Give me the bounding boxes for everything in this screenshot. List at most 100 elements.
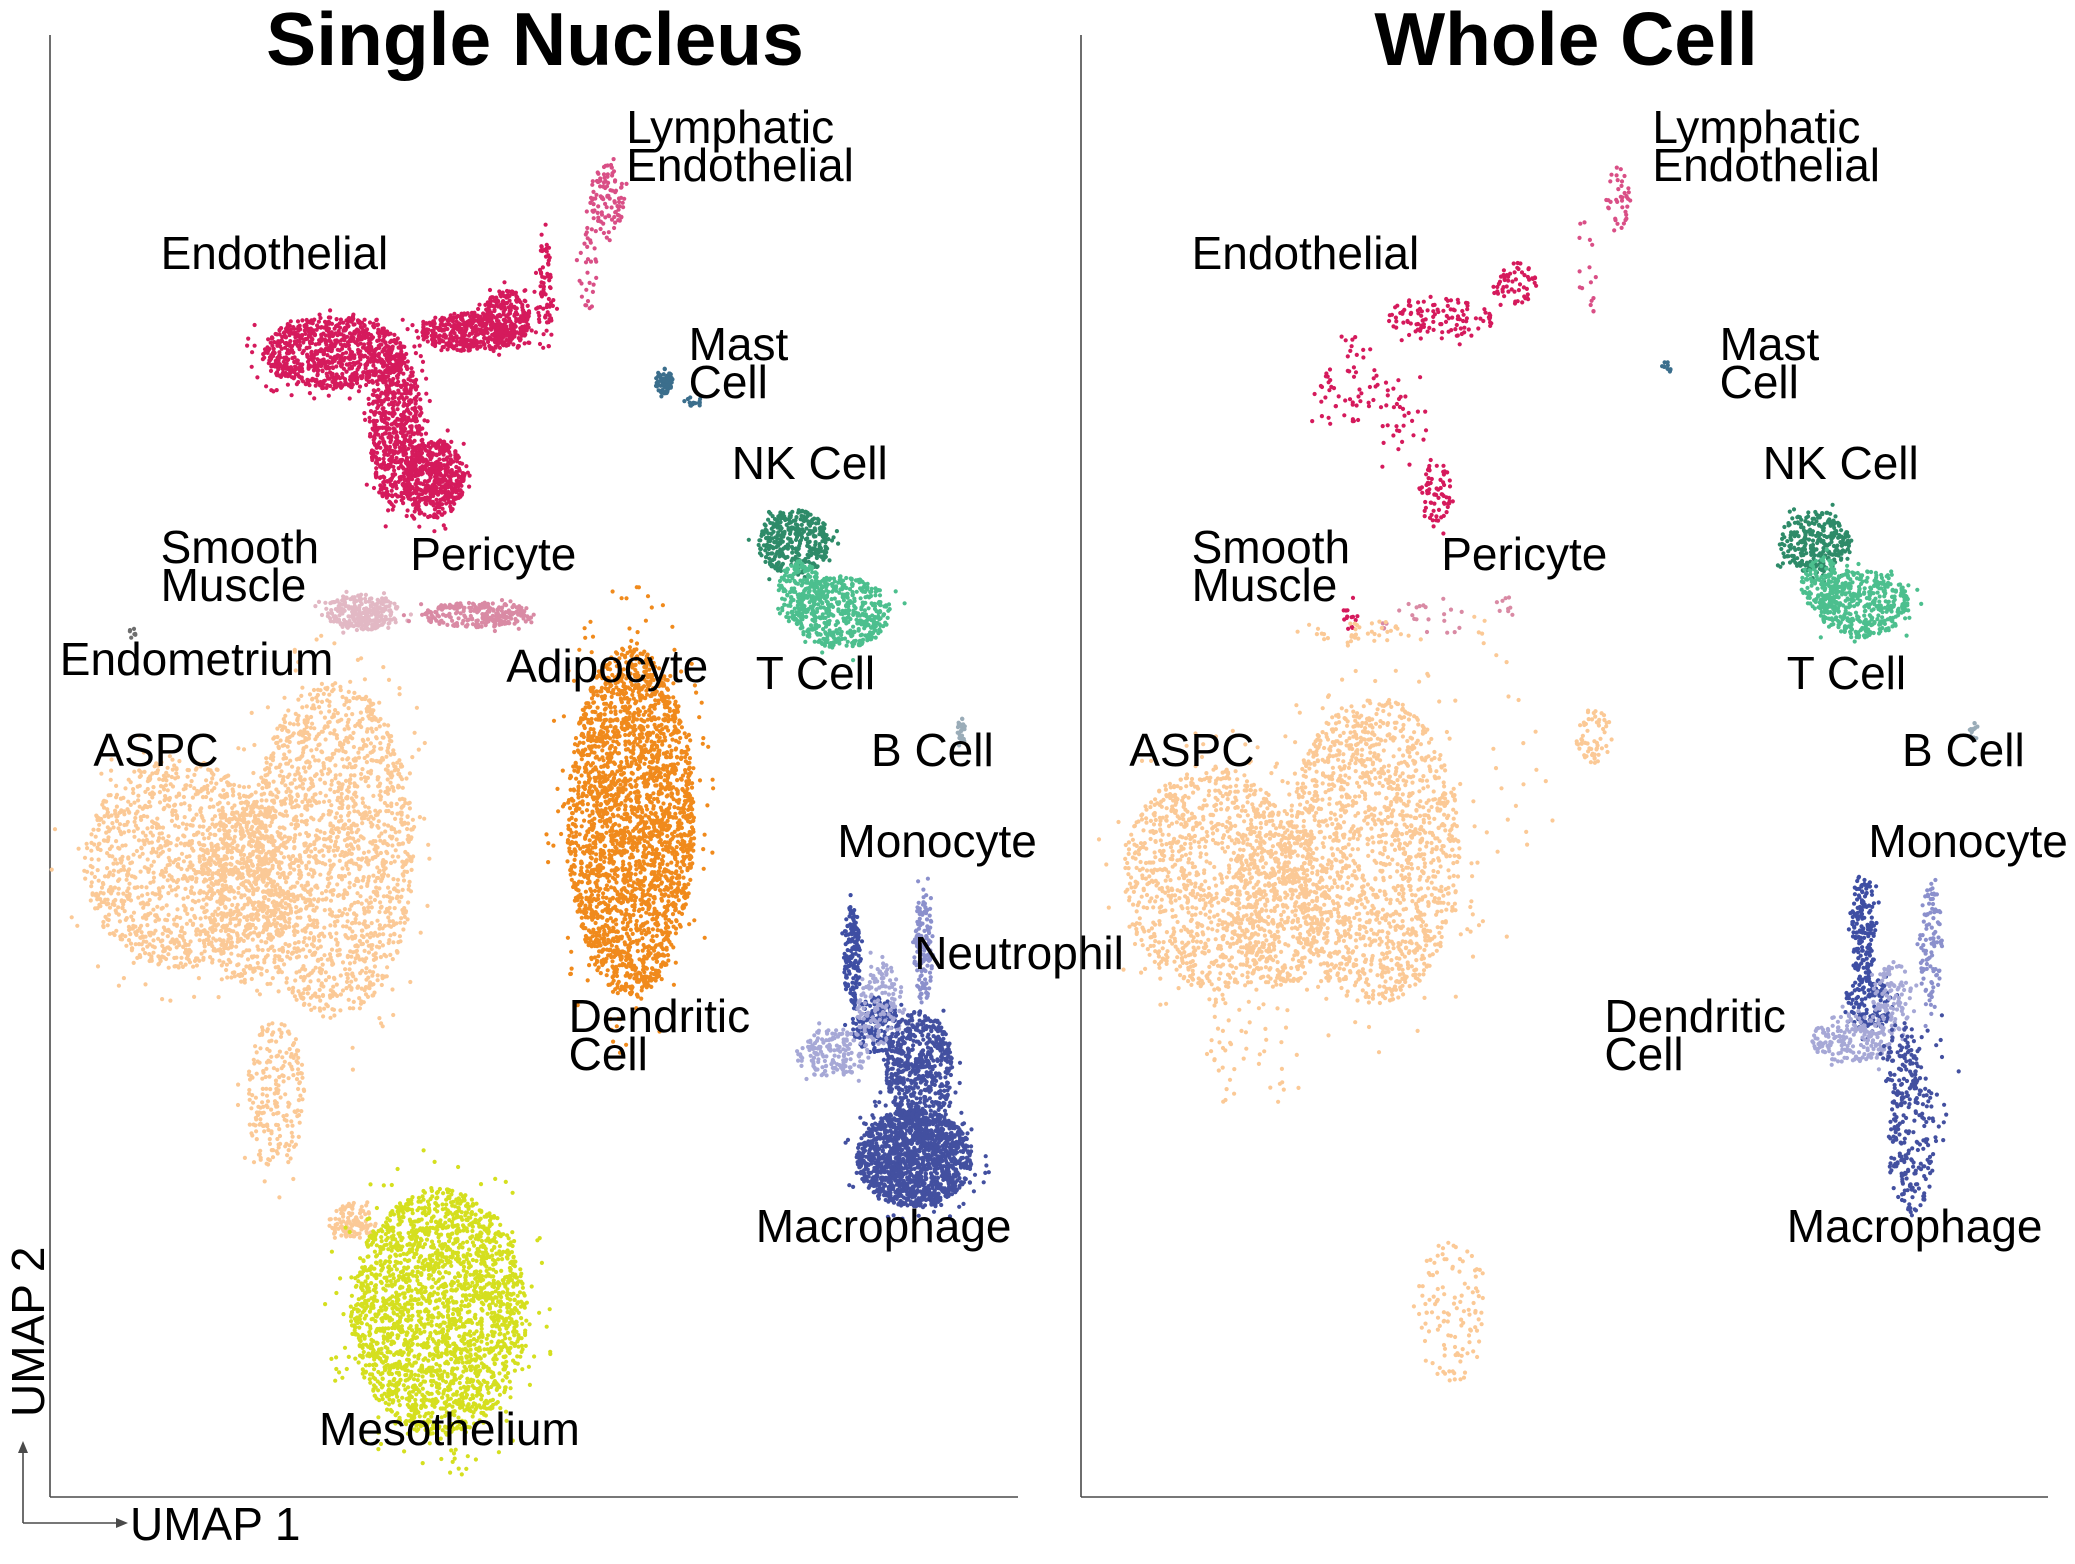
umap-point (877, 617, 882, 622)
umap-point (379, 609, 384, 615)
umap-point (532, 289, 537, 294)
umap-point (787, 521, 792, 526)
umap-point (604, 235, 609, 240)
umap-point (401, 613, 406, 618)
umap-point (372, 389, 377, 394)
umap-point (525, 303, 530, 308)
umap-point (837, 641, 842, 646)
umap-point (601, 164, 607, 170)
umap-point (788, 513, 794, 518)
umap-point (356, 337, 361, 342)
umap-point (540, 274, 545, 279)
umap-point (667, 371, 672, 376)
umap-point (363, 592, 368, 598)
umap-point (402, 360, 407, 365)
umap-point (299, 363, 304, 368)
umap-point (363, 366, 368, 371)
umap-point (494, 315, 499, 320)
umap-point (367, 415, 372, 420)
umap-point (789, 545, 795, 550)
umap-point (458, 494, 463, 499)
umap-point (448, 470, 453, 475)
umap-point (856, 611, 861, 616)
umap-point (416, 446, 421, 451)
umap-point (602, 175, 607, 180)
umap-point (438, 317, 443, 322)
umap-point (468, 317, 474, 322)
umap-point (453, 449, 458, 454)
umap-point (756, 542, 761, 548)
umap-point (516, 343, 521, 349)
umap-point (763, 559, 768, 565)
umap-point (324, 342, 329, 347)
umap-point (324, 371, 329, 376)
umap-point (387, 608, 392, 613)
umap-point (295, 319, 301, 324)
umap-point (354, 627, 359, 633)
umap-point (452, 311, 457, 316)
umap-point (617, 218, 622, 223)
umap-point (585, 270, 590, 275)
umap-point (353, 612, 358, 617)
umap-point (389, 422, 394, 427)
umap-point (409, 366, 414, 371)
umap-point (402, 344, 407, 349)
umap-point (877, 593, 883, 598)
umap-point (288, 365, 293, 370)
umap-point (302, 324, 307, 329)
umap-point (467, 473, 472, 478)
umap-point (415, 431, 420, 436)
umap-point (393, 483, 398, 488)
umap-point (394, 382, 399, 387)
umap-point (444, 501, 449, 506)
umap-point (393, 620, 398, 625)
umap-point (463, 615, 468, 620)
umap-point (460, 336, 465, 341)
umap-point (848, 576, 853, 581)
umap-point (582, 241, 587, 246)
umap-point (515, 619, 520, 624)
umap-point (441, 344, 446, 350)
umap-point (877, 627, 882, 632)
umap-point (384, 416, 389, 421)
umap-point (585, 225, 590, 231)
umap-point (459, 479, 464, 484)
umap-point (405, 403, 410, 408)
umap-point (368, 340, 373, 346)
umap-point (541, 332, 546, 337)
umap-point (498, 618, 503, 623)
umap-point (438, 497, 443, 502)
umap-point (403, 391, 408, 396)
umap-point (597, 818, 602, 824)
umap-point (405, 366, 410, 371)
umap-point (380, 425, 385, 430)
umap-point (313, 604, 318, 609)
umap-point (404, 460, 409, 465)
umap-point (546, 320, 551, 325)
umap-point (838, 611, 843, 616)
umap-point (873, 593, 878, 598)
umap-point (610, 171, 615, 176)
umap-point (404, 513, 409, 519)
umap-point (424, 498, 429, 503)
umap-point (403, 420, 409, 426)
umap-point (757, 538, 762, 543)
umap-point (340, 351, 345, 356)
umap-point (883, 603, 889, 608)
umap-point (768, 520, 773, 526)
umap-point (805, 633, 810, 639)
umap-point (420, 330, 425, 335)
umap-point (466, 617, 471, 622)
umap-point (499, 294, 504, 299)
umap-point (416, 495, 421, 500)
umap-point (635, 949, 640, 954)
umap-point (335, 333, 340, 338)
umap-point (267, 346, 272, 352)
umap-point (425, 443, 430, 449)
umap-point (808, 581, 813, 586)
umap-point (813, 534, 818, 539)
umap-point (313, 383, 318, 388)
umap-point (483, 603, 489, 608)
umap-point (300, 318, 305, 323)
umap-point (414, 409, 419, 414)
